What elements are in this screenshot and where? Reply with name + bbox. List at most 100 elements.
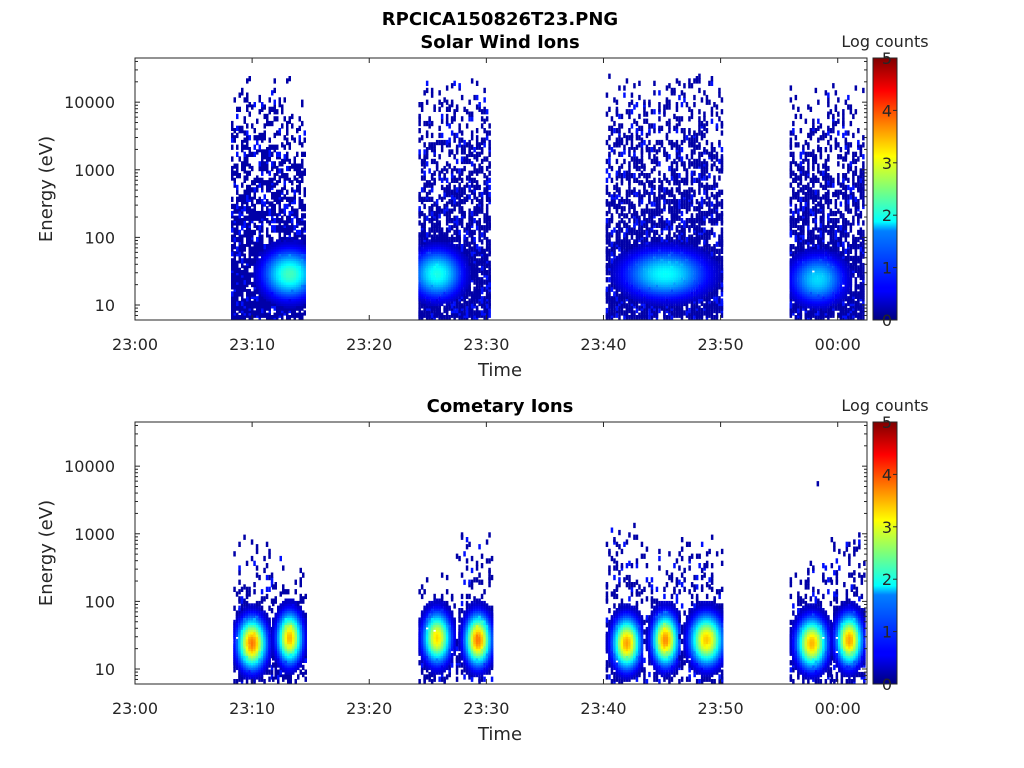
heatmap-cell [480, 265, 484, 271]
heatmap-cell [276, 109, 279, 115]
heatmap-cell [231, 296, 234, 302]
heatmap-cell [418, 244, 421, 250]
heatmap-cell [236, 203, 239, 210]
heatmap-cell [443, 208, 446, 214]
heatmap-cell [620, 210, 624, 217]
heatmap-cell [653, 255, 656, 262]
heatmap-cell [263, 130, 266, 136]
heatmap-cell [628, 151, 631, 157]
heatmap-cell [268, 170, 271, 176]
heatmap-cell [610, 213, 614, 219]
heatmap-cell [261, 102, 264, 108]
heatmap-cell [276, 239, 279, 245]
heatmap-cell [658, 90, 661, 96]
heatmap-cell [633, 229, 636, 236]
heatmap-cell [698, 161, 701, 167]
heatmap-cell [630, 234, 634, 240]
heatmap-cell [278, 189, 281, 195]
heatmap-cell [623, 170, 626, 176]
heatmap-cell [463, 184, 466, 191]
heatmap-cell [241, 305, 244, 311]
heatmap-cell [488, 272, 491, 278]
heatmap-cell [698, 87, 701, 94]
heatmap-cell [698, 156, 701, 162]
heatmap-cell [605, 255, 609, 262]
heatmap-cell [610, 147, 614, 153]
heatmap-cell [705, 168, 709, 174]
heatmap-cell [231, 277, 234, 283]
heatmap-cell [713, 194, 716, 200]
heatmap-cell [688, 218, 691, 224]
heatmap-cell [273, 132, 276, 139]
heatmap-cell [450, 116, 454, 122]
heatmap-cell [653, 90, 656, 96]
heatmap-cell [789, 225, 793, 231]
heatmap-cell [263, 135, 266, 141]
heatmap-cell [628, 109, 631, 115]
heatmap-cell [463, 244, 466, 250]
heatmap-cell [608, 307, 611, 314]
heatmap-cell [658, 248, 661, 254]
heatmap-cell [789, 182, 793, 188]
heatmap-cell [720, 218, 724, 224]
heatmap-cell [423, 149, 426, 155]
heatmap-cell [256, 246, 259, 252]
heatmap-cell [650, 123, 654, 129]
heatmap-cell [678, 203, 681, 210]
heatmap-cell [653, 80, 656, 86]
heatmap-cell [625, 109, 629, 115]
heatmap-cell [231, 227, 234, 233]
heatmap-cell [613, 284, 616, 290]
heatmap-cell [288, 210, 291, 217]
heatmap-cell [420, 246, 424, 252]
heatmap-cell [488, 260, 491, 266]
heatmap-cell [298, 170, 301, 176]
heatmap-cell [455, 104, 459, 110]
heatmap-cell [266, 113, 269, 120]
heatmap-cell [236, 274, 239, 281]
heatmap-cell [243, 215, 246, 221]
heatmap-cell [698, 189, 701, 195]
heatmap-cell [650, 208, 654, 214]
heatmap-cell [448, 199, 451, 205]
heatmap-cell [425, 80, 429, 86]
heatmap-cell [448, 182, 451, 188]
heatmap-cell [301, 158, 304, 165]
heatmap-cell [633, 104, 636, 110]
heatmap-cell [635, 229, 639, 236]
heatmap-cell [698, 151, 701, 157]
heatmap-cell [485, 156, 489, 162]
heatmap-cell [296, 229, 299, 236]
heatmap-cell [703, 184, 706, 191]
heatmap-cell [610, 130, 614, 136]
heatmap-cell [670, 251, 674, 257]
heatmap-cell [615, 170, 619, 176]
heatmap-cell [635, 220, 639, 226]
heatmap-cell [705, 149, 709, 155]
heatmap-cell [710, 111, 714, 117]
heatmap-cell [455, 177, 459, 183]
heatmap-cell [296, 163, 299, 169]
heatmap-cell [450, 234, 454, 240]
heatmap-cell [673, 305, 676, 311]
heatmap-cell [628, 253, 631, 259]
heatmap-cell [660, 225, 664, 231]
heatmap-cell [276, 144, 279, 150]
heatmap-cell [698, 173, 701, 179]
heatmap-cell [445, 236, 449, 243]
heatmap-cell [685, 208, 689, 214]
heatmap-cell [246, 97, 249, 103]
heatmap-cell [430, 284, 434, 290]
heatmap-cell [448, 142, 451, 148]
heatmap-cell [710, 227, 714, 233]
heatmap-cell [423, 213, 426, 219]
heatmap-cell [610, 262, 614, 269]
heatmap-cell [243, 220, 246, 226]
heatmap-cell [231, 132, 234, 139]
heatmap-cell [625, 199, 629, 205]
heatmap-cell [261, 137, 264, 143]
heatmap-cell [703, 147, 706, 153]
heatmap-cell [483, 87, 486, 94]
heatmap-cell [675, 102, 679, 108]
